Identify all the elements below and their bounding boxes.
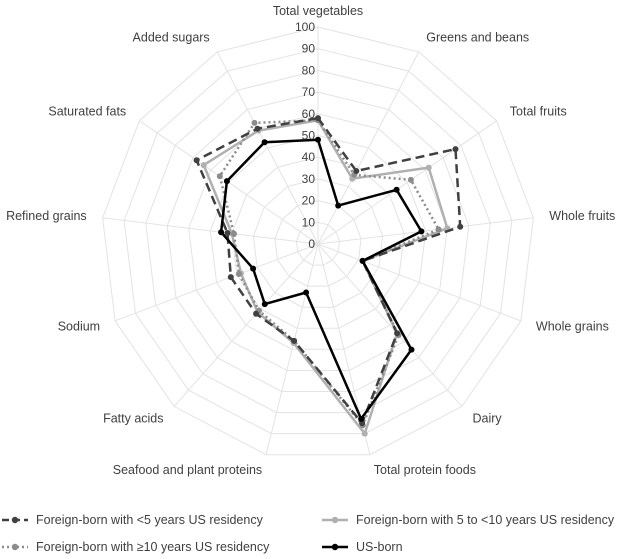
- data-point: [394, 330, 401, 337]
- tick-label: 20: [302, 194, 316, 208]
- grid-spoke: [173, 243, 319, 407]
- grid-ring-20: [274, 200, 362, 287]
- tick-label: 60: [302, 107, 316, 121]
- legend-swatch-ge10: [2, 543, 28, 551]
- data-point: [223, 178, 230, 185]
- series-line: [219, 138, 423, 421]
- data-point: [291, 337, 298, 344]
- legend-item-ge10: Foreign-born with ≥10 years US residency: [0, 540, 269, 554]
- grid-spoke: [317, 51, 420, 245]
- legend-swatch-us-born: [322, 543, 348, 551]
- data-point: [418, 228, 425, 235]
- radar-grid: [102, 26, 534, 456]
- grid-spoke: [317, 120, 497, 245]
- data-point: [435, 226, 442, 233]
- grid-ring-70: [166, 91, 470, 392]
- axis-label: Sodium: [58, 320, 100, 334]
- data-point: [425, 164, 432, 171]
- grid-spoke: [102, 217, 319, 245]
- data-point: [254, 125, 261, 132]
- data-point: [361, 430, 368, 437]
- axis-label: Refined grains: [6, 209, 87, 223]
- axis-label: Total fruits: [510, 105, 567, 119]
- axis-label: Whole grains: [536, 320, 609, 334]
- legend-label-ge10: Foreign-born with ≥10 years US residency: [36, 540, 270, 554]
- axis-label: Saturated fats: [48, 105, 126, 119]
- tick-label: 70: [302, 85, 316, 99]
- data-point: [315, 136, 321, 143]
- data-point: [457, 223, 464, 230]
- radar-series: [193, 115, 464, 437]
- data-point: [261, 301, 268, 308]
- series-3: [218, 136, 425, 422]
- tick-label: 0: [308, 237, 315, 251]
- axis-label: Dairy: [473, 411, 503, 425]
- data-point: [261, 139, 268, 146]
- grid-ring-90: [123, 48, 513, 435]
- grid-ring-10: [295, 221, 341, 266]
- axis-label: Whole fruits: [549, 209, 615, 223]
- grid-spoke: [317, 217, 534, 245]
- series-line: [202, 119, 449, 435]
- axis-label: Greens and beans: [426, 31, 529, 45]
- legend-label-5to10: Foreign-born with 5 to <10 years US resi…: [356, 513, 615, 527]
- legend-swatch-5to10: [322, 516, 348, 524]
- data-point: [408, 346, 415, 353]
- radar-chart: Total vegetables Greens and beans Total fr…: [6, 4, 615, 477]
- data-point: [358, 415, 365, 422]
- grid-ring-100: [102, 26, 534, 456]
- tick-label: 90: [302, 42, 316, 56]
- data-point: [216, 173, 223, 180]
- axis-label: Added sugars: [133, 31, 210, 45]
- grid-spoke: [216, 51, 319, 245]
- legend-label-lt5: Foreign-born with <5 years US residency: [36, 513, 263, 527]
- data-point: [335, 202, 342, 209]
- data-point: [251, 119, 258, 126]
- legend-swatch-lt5: [2, 516, 28, 524]
- legend: Foreign-born with <5 years US residency …: [0, 510, 644, 559]
- grid-ring-40: [231, 156, 405, 329]
- tick-label: 80: [302, 63, 316, 77]
- axis-label: Fatty acids: [103, 411, 163, 425]
- data-point: [231, 230, 237, 237]
- grid-spoke: [114, 243, 319, 322]
- radar-axis-labels: Total vegetables Greens and beans Total fr…: [6, 4, 615, 477]
- axis-label: Total vegetables: [273, 4, 363, 18]
- legend-label-us-born: US-born: [356, 540, 403, 554]
- data-point: [200, 162, 207, 169]
- tick-label: 100: [295, 20, 315, 34]
- data-point: [353, 168, 360, 174]
- grid-spoke: [317, 243, 522, 322]
- data-point: [224, 230, 231, 236]
- data-point: [303, 289, 310, 296]
- legend-item-5to10: Foreign-born with 5 to <10 years US resi…: [320, 513, 614, 527]
- series-line: [218, 119, 440, 427]
- tick-label: 50: [302, 129, 316, 143]
- series-line: [195, 116, 462, 425]
- grid-spoke: [265, 243, 319, 455]
- data-point: [253, 310, 260, 317]
- radar-tick-labels: 0 10 20 30 40 50 60 70 80 90 100: [295, 20, 315, 251]
- tick-label: 40: [302, 150, 316, 164]
- data-point: [359, 257, 366, 264]
- legend-item-lt5: Foreign-born with <5 years US residency: [0, 513, 263, 527]
- grid-ring-80: [145, 69, 491, 414]
- tick-label: 10: [302, 215, 316, 229]
- grid-spoke: [317, 243, 463, 407]
- axis-label: Seafood and plant proteins: [113, 463, 262, 477]
- data-point: [452, 146, 459, 153]
- data-point: [315, 115, 321, 122]
- grid-ring-30: [252, 178, 384, 308]
- data-point: [235, 271, 242, 277]
- data-point: [193, 157, 200, 164]
- data-point: [407, 176, 414, 183]
- data-point: [250, 265, 257, 272]
- data-point: [227, 274, 234, 281]
- data-point: [393, 186, 400, 193]
- data-point: [218, 229, 225, 236]
- tick-label: 30: [302, 172, 316, 186]
- axis-label: Total protein foods: [374, 463, 476, 477]
- legend-item-us-born: US-born: [320, 540, 403, 554]
